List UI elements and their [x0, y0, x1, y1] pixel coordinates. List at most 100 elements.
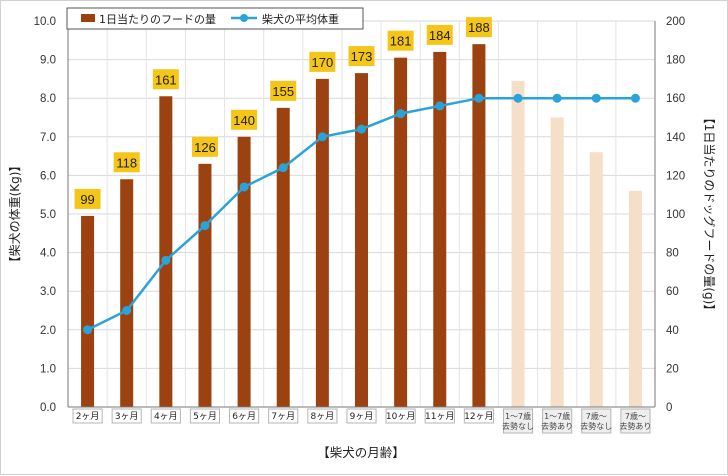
y-tick-label: 3.0	[40, 286, 56, 298]
y2-tick-label: 40	[666, 325, 679, 337]
line-point	[591, 93, 601, 103]
line-point	[630, 93, 640, 103]
x-axis-title: 【柴犬の月齢】	[317, 445, 405, 460]
data-label: 140	[233, 113, 255, 128]
data-label-bg	[309, 51, 336, 72]
y-tick-label: 7.0	[40, 132, 56, 144]
x-tick-box	[346, 408, 377, 424]
x-tick-label: 5ヶ月	[193, 411, 217, 422]
y2-tick-label: 180	[666, 55, 685, 67]
y-tick-label: 0.0	[40, 402, 56, 414]
line-point	[161, 255, 171, 265]
line-point	[357, 124, 366, 134]
y-tick-label: 1.0	[40, 363, 56, 375]
x-tick-label: 6ヶ月	[232, 411, 256, 422]
line-point	[83, 325, 93, 335]
x-tick-label: 1〜7歳去勢なし	[502, 411, 534, 431]
bar	[589, 152, 603, 407]
data-label: 99	[80, 192, 94, 207]
y-tick-label: 4.0	[40, 248, 56, 260]
x-tick-box	[581, 408, 612, 434]
bar	[550, 117, 564, 407]
data-labels: 99 118 161 126 140 155 170 173 181 184 188	[74, 17, 492, 209]
bar	[120, 179, 134, 407]
line-point	[552, 93, 562, 103]
bar	[628, 190, 642, 407]
y2-axis-title: 【1日当たりのドッグフードの量(g)】	[702, 112, 716, 317]
data-label: 173	[351, 49, 373, 64]
data-label: 188	[468, 20, 490, 35]
x-tick-label: 11ヶ月	[425, 411, 454, 422]
y2-tick-label: 60	[666, 286, 679, 298]
line-point	[200, 221, 210, 231]
bar-series	[81, 44, 642, 408]
x-tick-box	[229, 408, 260, 424]
data-label: 126	[194, 140, 216, 155]
data-label-bg	[231, 109, 258, 130]
x-tick-box	[542, 408, 573, 434]
bar	[159, 96, 173, 408]
y2-tick-label: 160	[666, 93, 685, 105]
data-label-bg	[270, 80, 297, 101]
x-tick-label: 4ヶ月	[154, 411, 178, 422]
x-tick-label: 2ヶ月	[76, 411, 100, 422]
legend-swatch-bar	[81, 14, 95, 22]
x-tick-box	[385, 408, 416, 424]
x-tick-label: 1〜7歳去勢あり	[541, 411, 573, 431]
bar	[198, 163, 212, 407]
line-series	[83, 93, 640, 335]
y2-tick-label: 140	[666, 132, 685, 144]
line-point	[122, 306, 132, 315]
bar	[355, 73, 368, 408]
x-tick-label: 8ヶ月	[310, 411, 334, 422]
x-tick-label: 3ヶ月	[115, 411, 139, 422]
x-tick-box	[111, 408, 142, 424]
bar	[394, 57, 408, 408]
x-tick-label: 10ヶ月	[386, 411, 415, 422]
data-label-bg	[113, 152, 140, 173]
bar	[433, 51, 447, 407]
y2-tick-label: 200	[666, 16, 685, 28]
bar	[511, 80, 525, 407]
x-axis-ticks: 2ヶ月 3ヶ月 4ヶ月 5ヶ月 6ヶ月 7ヶ月 8ヶ月 9ヶ月 10ヶ月 11ヶ月 12ヶ月 1〜7歳…	[72, 408, 651, 434]
x-tick-label: 12ヶ月	[464, 411, 493, 422]
right-axis-ticks: 0 20 40 60 80 100 120 140 160 180 200	[666, 16, 685, 414]
data-label-bg	[465, 17, 492, 38]
data-label-bg	[74, 188, 101, 209]
axes	[67, 21, 656, 408]
x-tick-box	[150, 408, 181, 424]
y-axis-title: 【柴犬の体重(Kg)】	[8, 160, 22, 269]
y-tick-label: 6.0	[40, 170, 56, 182]
data-label-bg	[426, 24, 453, 45]
data-label-bg	[191, 136, 218, 157]
data-label-bg	[348, 46, 375, 67]
x-tick-box	[268, 408, 299, 424]
legend-label-bar: 1日当たりのフードの量	[99, 12, 216, 26]
y2-tick-label: 100	[666, 209, 685, 221]
legend: 1日当たりのフードの量 柴犬の平均体重	[66, 7, 364, 30]
data-label: 118	[116, 155, 137, 170]
x-tick-box	[307, 408, 338, 424]
line-point	[317, 132, 327, 142]
line-point	[396, 109, 406, 119]
y-tick-label: 9.0	[40, 55, 56, 67]
x-tick-label: 7歳〜去勢あり	[619, 411, 651, 431]
y2-tick-label: 120	[666, 170, 685, 182]
bar	[472, 44, 486, 407]
data-label: 184	[429, 28, 451, 43]
data-label-bg	[387, 30, 414, 51]
y-tick-label: 10.0	[34, 16, 56, 28]
x-tick-box	[189, 408, 221, 424]
left-axis-ticks: 0.0 1.0 2.0 3.0 4.0 5.0 6.0 7.0 8.0 9.0 10.0	[34, 16, 56, 414]
line-point	[278, 163, 288, 173]
bar	[276, 107, 290, 407]
bar	[237, 136, 251, 408]
x-tick-box	[463, 408, 494, 424]
y2-tick-label: 80	[666, 248, 679, 260]
y-tick-label: 5.0	[40, 209, 56, 221]
y2-tick-label: 0	[666, 402, 672, 414]
line-point	[513, 93, 523, 103]
x-tick-box	[72, 408, 103, 424]
